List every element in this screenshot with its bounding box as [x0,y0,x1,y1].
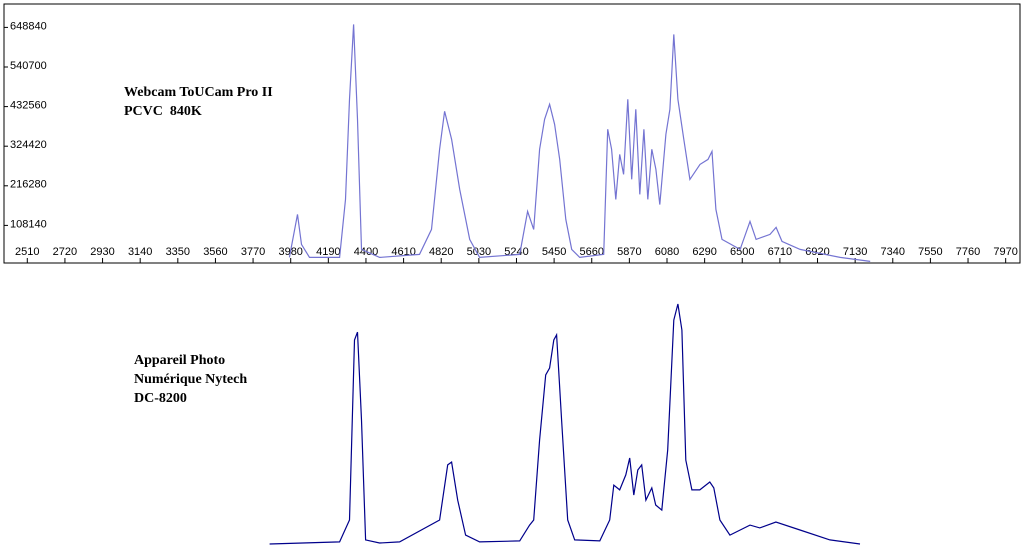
x-tick-label: 5450 [542,246,566,258]
x-tick-label: 5030 [467,246,491,258]
y-tick-label: 108140 [10,218,47,230]
x-tick-label: 4190 [316,246,340,258]
annotation: DC-8200 [134,391,187,406]
x-tick-label: 6290 [692,246,716,258]
spectrum-line [269,303,861,545]
x-tick-label: 2510 [15,246,39,258]
annotation: Webcam ToUCam Pro II [124,85,273,100]
x-tick-label: 5240 [504,246,528,258]
x-tick-label: 3770 [241,246,265,258]
spectrum-line [288,24,871,262]
x-tick-label: 5870 [617,246,641,258]
x-tick-label: 6500 [730,246,754,258]
x-tick-label: 7130 [843,246,867,258]
plot-frame [3,3,1021,264]
y-tick-label: 540700 [10,60,47,72]
x-tick-label: 2720 [53,246,77,258]
y-tick-label: 648840 [10,20,47,32]
x-tick-label: 7550 [918,246,942,258]
y-tick-label: 432560 [10,100,47,112]
x-tick-label: 3350 [166,246,190,258]
annotation: PCVC 840K [124,104,202,119]
x-tick-label: 3560 [203,246,227,258]
x-tick-label: 6920 [805,246,829,258]
x-tick-label: 2930 [90,246,114,258]
y-tick-label: 216280 [10,179,47,191]
x-tick-label: 6080 [655,246,679,258]
x-tick-label: 4820 [429,246,453,258]
annotation: Numérique Nytech [134,372,247,387]
x-tick-label: 6710 [768,246,792,258]
x-tick-label: 7970 [993,246,1017,258]
x-tick-label: 3140 [128,246,152,258]
x-tick-label: 7340 [881,246,905,258]
x-tick-label: 7760 [956,246,980,258]
y-tick-label: 324420 [10,139,47,151]
annotation: Appareil Photo [134,353,225,368]
